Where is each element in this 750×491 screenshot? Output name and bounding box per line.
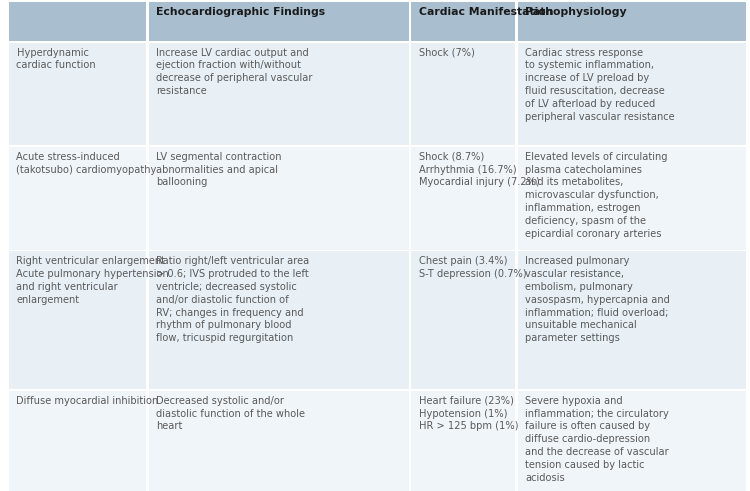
Bar [9,391,746,491]
Text: Shock (8.7%)
Arrhythmia (16.7%)
Myocardial injury (7.2%): Shock (8.7%) Arrhythmia (16.7%) Myocardi… [419,152,539,188]
Bar [9,250,746,251]
Bar [515,43,517,147]
Text: Chest pain (3.4%)
S-T depression (0.7%): Chest pain (3.4%) S-T depression (0.7%) [419,256,526,279]
Text: Elevated levels of circulating
plasma catecholamines
and its metabolites,
microv: Elevated levels of circulating plasma ca… [525,152,668,239]
Text: Decreased systolic and/or
diastolic function of the whole
heart: Decreased systolic and/or diastolic func… [156,396,305,432]
Text: Increased pulmonary
vascular resistance,
embolism, pulmonary
vasospasm, hypercap: Increased pulmonary vascular resistance,… [525,256,670,343]
Bar [9,147,746,251]
Bar [146,251,148,391]
Text: LV segmental contraction
abnormalities and apical
ballooning: LV segmental contraction abnormalities a… [156,152,281,188]
Bar [515,391,517,491]
Bar [9,2,746,43]
Bar [146,391,148,491]
Bar [409,2,411,43]
Text: Hyperdynamic
cardiac function: Hyperdynamic cardiac function [16,48,96,70]
Text: Increase LV cardiac output and
ejection fraction with/without
decrease of periph: Increase LV cardiac output and ejection … [156,48,313,96]
Bar [515,2,517,43]
Text: Cardiac stress response
to systemic inflammation,
increase of LV preload by
flui: Cardiac stress response to systemic infl… [525,48,675,122]
Text: Shock (7%): Shock (7%) [419,48,475,57]
Bar [9,389,746,391]
Text: Pathophysiology: Pathophysiology [525,7,627,17]
Bar [409,147,411,251]
Bar [146,147,148,251]
Text: Ratio right/left ventricular area
> 0.6; IVS protruded to the left
ventricle; de: Ratio right/left ventricular area > 0.6;… [156,256,309,343]
Text: Echocardiographic Findings: Echocardiographic Findings [156,7,326,17]
Bar [146,43,148,147]
Text: Cardiac Manifestation: Cardiac Manifestation [419,7,553,17]
Text: Severe hypoxia and
inflammation; the circulatory
failure is often caused by
diff: Severe hypoxia and inflammation; the cir… [525,396,669,483]
Bar [515,147,517,251]
Bar [9,43,746,147]
Bar [9,41,746,43]
Text: Heart failure (23%)
Hypotension (1%)
HR > 125 bpm (1%): Heart failure (23%) Hypotension (1%) HR … [419,396,518,432]
Bar [409,43,411,147]
Bar [146,2,148,43]
Bar [9,251,746,391]
Bar [409,251,411,391]
Text: Acute stress-induced
(takotsubo) cardiomyopathy: Acute stress-induced (takotsubo) cardiom… [16,152,157,174]
Bar [515,251,517,391]
Text: Right ventricular enlargement
Acute pulmonary hypertension
and right ventricular: Right ventricular enlargement Acute pulm… [16,256,170,305]
Text: Diffuse myocardial inhibition: Diffuse myocardial inhibition [16,396,159,406]
Bar [409,391,411,491]
Bar [9,145,746,147]
